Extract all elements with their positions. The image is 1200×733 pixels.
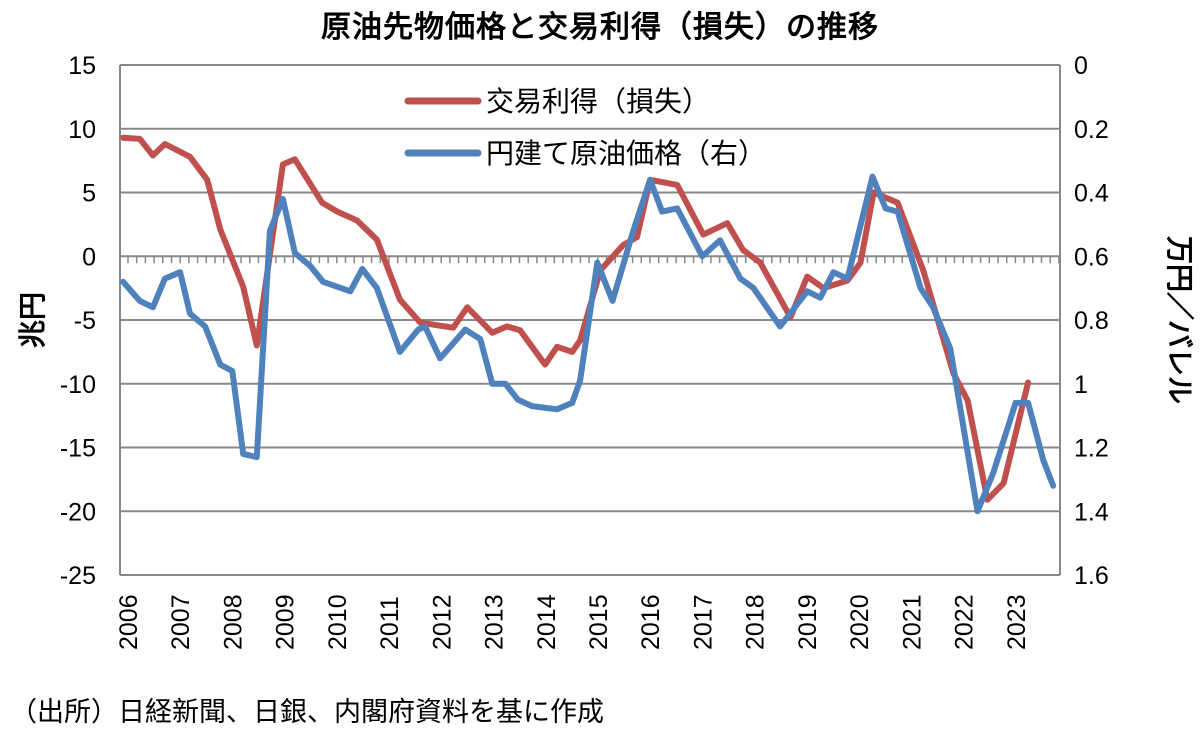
- y-right-tick-label: 0.4: [1074, 180, 1109, 208]
- x-tick-label: 2021: [898, 594, 926, 650]
- x-tick-label: 2019: [794, 594, 822, 650]
- x-axis-ticks: 2006 2007 2008 2009 2010 2011 2012 2013 2014 2015…: [115, 594, 1031, 650]
- y-right-tick-label: 0: [1074, 52, 1088, 80]
- x-tick-label: 2012: [428, 594, 456, 650]
- y-left-tick-label: 15: [68, 52, 96, 80]
- x-tick-label: 2009: [272, 594, 300, 650]
- series-line-oil-price: [120, 173, 1057, 515]
- x-tick-label: 2018: [742, 594, 770, 650]
- y-left-tick-label: -5: [74, 307, 96, 335]
- x-tick-label: 2013: [481, 594, 509, 650]
- y-right-tick-label: 0.8: [1074, 307, 1109, 335]
- legend-label-oil-price: 円建て原油価格（右）: [486, 137, 766, 170]
- y-left-tick-label: -25: [60, 562, 96, 590]
- y-right-tick-label: 0.6: [1074, 243, 1109, 271]
- left-axis-ticks: 15 10 5 0 -5 -10 -15 -20 -25: [60, 52, 96, 590]
- x-tick-label: 2006: [115, 594, 143, 650]
- y-left-tick-label: 10: [68, 116, 96, 144]
- y-right-tick-label: 0.2: [1074, 116, 1109, 144]
- series-lines: [120, 134, 1057, 515]
- x-tick-label: 2011: [376, 596, 404, 650]
- right-axis-ticks: 0 0.2 0.4 0.6 0.8 1 1.2 1.4 1.6: [1074, 52, 1109, 590]
- y-left-tick-label: -20: [60, 498, 96, 526]
- x-tick-label: 2015: [585, 594, 613, 650]
- x-tick-label: 2017: [689, 594, 717, 650]
- x-tick-label: 2008: [219, 594, 247, 650]
- y-right-tick-label: 1: [1074, 371, 1088, 399]
- y-axis-right-label: 万円／バレル: [1163, 236, 1196, 404]
- y-left-tick-label: -10: [60, 371, 96, 399]
- x-tick-label: 2010: [324, 594, 352, 650]
- x-tick-label: 2014: [533, 594, 561, 650]
- y-left-tick-label: -15: [60, 435, 96, 463]
- legend-label-trade-gain: 交易利得（損失）: [486, 85, 710, 118]
- y-right-tick-label: 1.2: [1074, 435, 1109, 463]
- chart-title: 原油先物価格と交易利得（損失）の推移: [321, 10, 879, 45]
- legend: 交易利得（損失） 円建て原油価格（右）: [404, 85, 766, 170]
- y-left-tick-label: 5: [82, 180, 96, 208]
- y-right-tick-label: 1.4: [1074, 498, 1109, 526]
- x-tick-label: 2016: [637, 594, 665, 650]
- x-tick-label: 2023: [1003, 594, 1031, 650]
- y-left-tick-label: 0: [82, 243, 96, 271]
- source-note: （出所）日経新聞、日銀、内閣府資料を基に作成: [10, 697, 604, 728]
- x-tick-label: 2007: [167, 594, 195, 650]
- y-axis-left-label: 兆円: [16, 292, 49, 348]
- x-tick-label: 2022: [951, 594, 979, 650]
- x-tick-label: 2020: [846, 594, 874, 650]
- series-line-trade-gain: [120, 134, 1032, 503]
- y-right-tick-label: 1.6: [1074, 562, 1109, 590]
